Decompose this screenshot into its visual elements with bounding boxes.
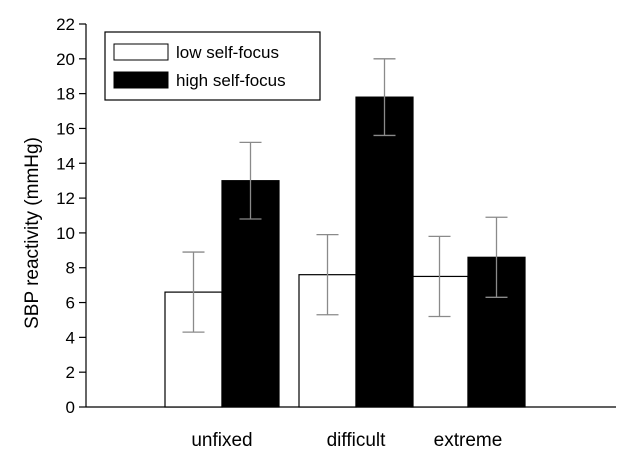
bar-high-self-focus-difficult (355, 96, 414, 408)
y-tick-label-0: 0 (66, 398, 75, 417)
legend: low self-focus high self-focus (104, 31, 321, 101)
x-category-label-extreme: extreme (434, 430, 503, 450)
y-tick-label-18: 18 (56, 85, 75, 104)
x-category-label-unfixed: unfixed (191, 430, 252, 450)
y-tick-label-10: 10 (56, 224, 75, 243)
legend-label-high-self-focus: high self-focus (176, 71, 286, 90)
legend-frame (104, 31, 321, 101)
y-axis-title: SBP reactivity (mmHg) (22, 137, 43, 329)
y-tick-label-6: 6 (66, 294, 75, 313)
y-tick-label-16: 16 (56, 119, 75, 138)
y-tick-label-4: 4 (66, 328, 75, 347)
y-tick-label-12: 12 (56, 189, 75, 208)
y-tick-label-2: 2 (66, 363, 75, 382)
legend-swatch-low-self-focus (113, 43, 169, 61)
error-bars (182, 58, 508, 333)
axes: 0 2 4 6 8 10 12 14 16 18 20 22 unfixed difficult extre… (56, 15, 616, 450)
y-tick-label-20: 20 (56, 50, 75, 69)
x-category-label-difficult: difficult (327, 430, 387, 450)
legend-label-low-self-focus: low self-focus (176, 43, 279, 62)
legend-swatch-high-self-focus (113, 71, 169, 89)
y-tick-label-14: 14 (56, 154, 75, 173)
bars (164, 96, 526, 408)
y-tick-label-22: 22 (56, 15, 75, 34)
y-tick-label-8: 8 (66, 259, 75, 278)
